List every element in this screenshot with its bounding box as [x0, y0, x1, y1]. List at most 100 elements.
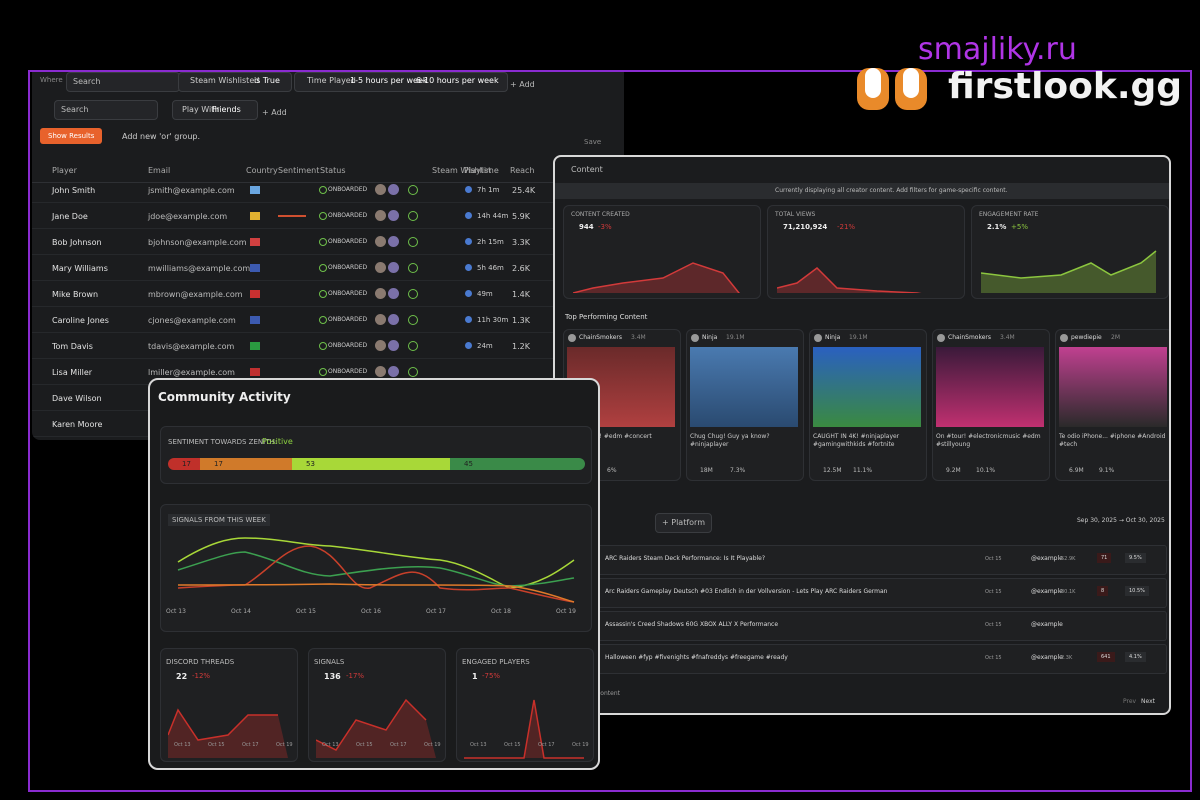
filter-text: Friends [212, 105, 241, 114]
flag [250, 342, 260, 350]
playtime: 24m [477, 342, 493, 350]
status: ONBOARDED [328, 316, 368, 323]
metric-sparkline [168, 708, 288, 758]
sentiment-segment [450, 458, 585, 470]
metric-card [767, 205, 965, 299]
metric-sparkline [777, 267, 952, 293]
playtime: 11h 30m [477, 316, 509, 324]
avatar [375, 340, 386, 351]
list-date: Oct 15 [985, 556, 1002, 562]
metric-change: -3% [598, 223, 612, 231]
where-label: Where [40, 76, 63, 84]
section-title: Top Performing Content [565, 313, 648, 321]
metric-value: 136 [324, 672, 341, 681]
engagement: 7.3% [730, 467, 746, 474]
x-tick-label: Oct 13 [174, 742, 191, 748]
panel-title: Content [571, 165, 603, 174]
signals-chart [177, 537, 575, 603]
x-tick-label: Oct 15 [208, 742, 225, 748]
list-stat: 10.5% [1125, 586, 1149, 596]
engagement: 10.1% [976, 467, 996, 474]
avatar [375, 366, 386, 377]
filter-text: is True [254, 76, 280, 85]
prev-button[interactable]: Prev [1123, 698, 1137, 705]
row-rule [32, 202, 624, 203]
filter-text: Steam Wishlisted [190, 76, 260, 85]
wishlist-check [408, 237, 418, 247]
creator-avatar [568, 334, 576, 342]
status: ONBOARDED [328, 264, 368, 271]
metric-value: 22 [176, 672, 188, 681]
status: ONBOARDED [328, 212, 368, 219]
playtime-icon [465, 212, 472, 219]
reach: 25.4K [512, 186, 536, 195]
column-header: Country [246, 166, 278, 175]
playtime: 49m [477, 290, 493, 298]
flag [250, 290, 260, 298]
creator: ChainSmokers [579, 334, 623, 341]
metric-card [563, 205, 761, 299]
wishlist-check [408, 185, 418, 195]
metric-value: 2.1% [987, 223, 1007, 231]
thumbnail [936, 347, 1044, 427]
metric-label: ENGAGED PLAYERS [462, 658, 530, 666]
add-group: Add new 'or' group. [122, 132, 201, 141]
segment-label: 45 [464, 460, 473, 468]
avatar [375, 314, 386, 325]
x-tick-label: Oct 17 [242, 742, 259, 748]
list-title: Assassin's Creed Shadows 60G XBOX ALLY X… [605, 621, 779, 628]
player-name: John Smith [52, 186, 96, 195]
notice: Currently displaying all creator content… [775, 187, 1008, 194]
x-tick-label: Oct 13 [322, 742, 339, 748]
player-name: Lisa Miller [52, 368, 93, 377]
views: 6.9M [1069, 467, 1084, 474]
metric-value: 944 [579, 223, 594, 231]
filter-text: Play With [182, 105, 220, 114]
brand: firstlook.gg [948, 66, 1183, 107]
thumbnail [690, 347, 798, 427]
row-rule [32, 332, 624, 333]
metric-label: CONTENT CREATED [571, 211, 630, 218]
row-rule [32, 254, 624, 255]
frame-bottom [28, 790, 1192, 792]
reach: 3.3K [512, 238, 530, 247]
avatar [388, 236, 399, 247]
status-icon [319, 212, 327, 220]
status: ONBOARDED [328, 368, 368, 375]
list-date: Oct 15 [985, 655, 1002, 661]
status-icon [319, 264, 327, 272]
next-button[interactable]: Next [1141, 698, 1155, 705]
playtime-icon [465, 342, 472, 349]
sentiment-segment [292, 458, 450, 470]
wishlist-check [408, 315, 418, 325]
playtime-icon [465, 238, 472, 245]
add-filter[interactable]: + Add [510, 80, 535, 89]
wishlist-check [408, 367, 418, 377]
engagement: 11.1% [853, 467, 873, 474]
metric-card [971, 205, 1169, 299]
wishlist-check [408, 341, 418, 351]
metric-change: -17% [346, 672, 365, 680]
frame-left [28, 70, 30, 792]
add-filter: + Add [262, 108, 287, 117]
list-stat: 8 [1097, 586, 1109, 596]
list-stat: 71 [1097, 553, 1112, 563]
flag [250, 368, 260, 376]
flag [250, 264, 260, 272]
player-name: Jane Doe [52, 212, 88, 221]
segment-label: 17 [182, 460, 191, 468]
player-email: mwilliams@example.com [148, 264, 251, 273]
caption: ...that vibe! #edm #concert [567, 433, 652, 440]
show-results-button[interactable]: Show Results [40, 128, 103, 144]
creator-avatar [691, 334, 699, 342]
playtime: 5h 46m [477, 264, 504, 272]
filter-chip [294, 72, 508, 92]
player-name: Bob Johnson [52, 238, 102, 247]
metric-sparkline [316, 698, 436, 758]
panel-title: Community Activity [158, 390, 291, 404]
status: ONBOARDED [328, 238, 368, 245]
avatar [388, 366, 399, 377]
player-name: Mike Brown [52, 290, 99, 299]
wishlist-check [408, 211, 418, 221]
engagement: 6% [607, 467, 617, 474]
